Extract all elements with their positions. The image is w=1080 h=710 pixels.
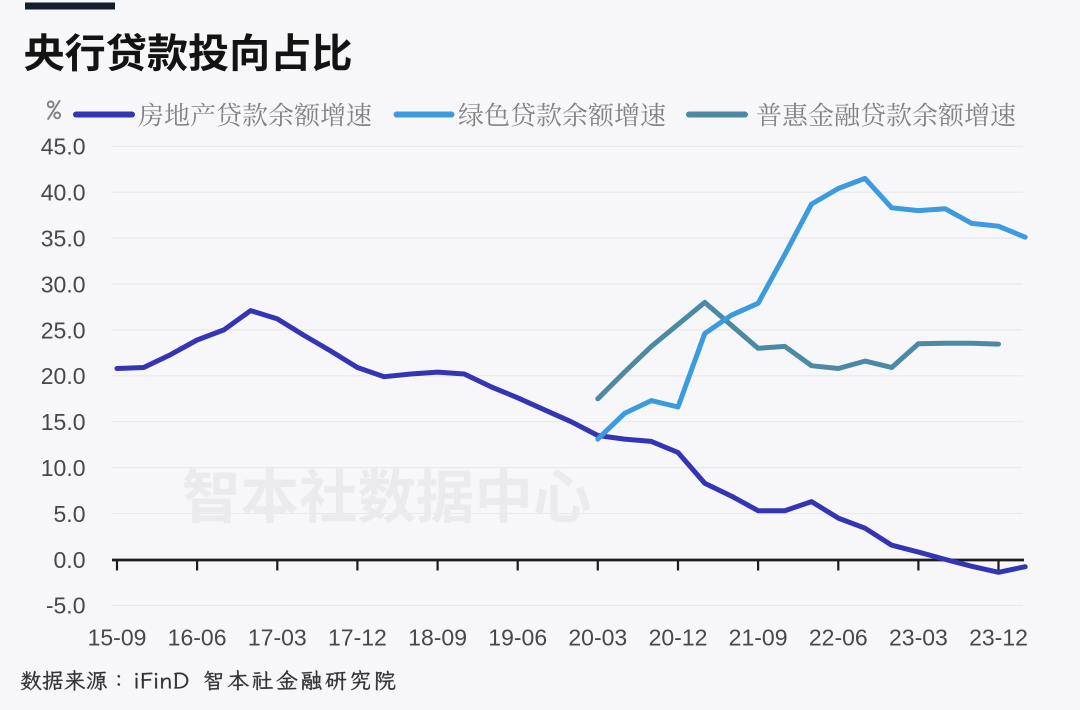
svg-text:45.0: 45.0 [41, 134, 86, 160]
svg-text:21-09: 21-09 [729, 625, 788, 651]
svg-text:20.0: 20.0 [41, 363, 86, 389]
svg-text:10.0: 10.0 [41, 455, 86, 481]
svg-text:16-06: 16-06 [168, 625, 227, 651]
svg-text:-5.0: -5.0 [46, 593, 86, 619]
svg-text:0.0: 0.0 [54, 547, 86, 573]
svg-text:40.0: 40.0 [41, 180, 86, 206]
svg-text:35.0: 35.0 [41, 226, 86, 252]
svg-text:23-12: 23-12 [969, 625, 1028, 651]
svg-text:15-09: 15-09 [88, 625, 147, 651]
svg-text:15.0: 15.0 [41, 409, 86, 435]
svg-text:25.0: 25.0 [41, 317, 86, 343]
svg-text:20-12: 20-12 [649, 625, 708, 651]
svg-text:30.0: 30.0 [41, 271, 86, 297]
svg-text:23-03: 23-03 [889, 625, 948, 651]
svg-text:5.0: 5.0 [54, 501, 86, 527]
svg-text:17-03: 17-03 [248, 625, 307, 651]
svg-text:20-03: 20-03 [568, 625, 627, 651]
svg-text:17-12: 17-12 [328, 625, 387, 651]
svg-text:18-09: 18-09 [408, 625, 467, 651]
svg-text:19-06: 19-06 [488, 625, 547, 651]
svg-text:22-06: 22-06 [809, 625, 868, 651]
